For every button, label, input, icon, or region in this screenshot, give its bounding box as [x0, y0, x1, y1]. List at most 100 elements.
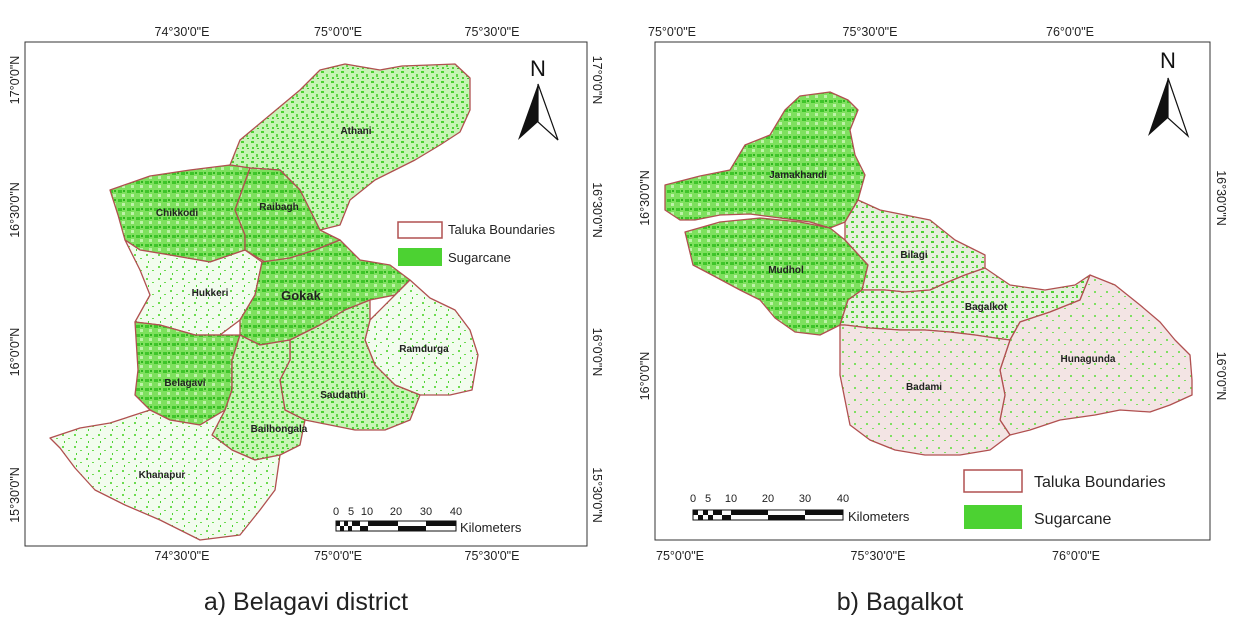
taluka-polygons [49, 63, 479, 541]
taluka-label-raibagh: Raibagh [259, 202, 298, 213]
legend-sugarcane-swatch [964, 505, 1022, 529]
map-bagalkot: N Taluka Boundaries Sugarcane Jamakhandi… [638, 25, 1228, 616]
taluka-labels: Athani Chikkodi Raibagh Hukkeri Gokak Ra… [139, 126, 450, 481]
lon-top-3: 75°30'0"E [465, 25, 520, 39]
caption-belagavi: a) Belagavi district [204, 588, 408, 616]
taluka-label-belagavi: Belagavi [164, 378, 205, 389]
legend-sugarcane-swatch [398, 248, 442, 266]
scale-segment [426, 521, 456, 526]
scale-tick-0: 0 [690, 493, 696, 505]
north-label: N [1160, 48, 1176, 73]
lat-right-4: 15°30'0"N [590, 467, 604, 523]
scale-segment [360, 526, 368, 531]
lat-left-4: 15°30'0"N [8, 467, 22, 523]
scale-segment [344, 521, 348, 526]
scale-tick-5: 5 [705, 493, 711, 505]
lon-top-2: 75°0'0"E [314, 25, 362, 39]
taluka-labels: Jamakhandi Bilagi Mudhol Bagalkot Hunagu… [768, 170, 1116, 393]
north-arrow-right-half [1167, 77, 1190, 138]
taluka-label-badami: Badami [906, 382, 942, 393]
lat-left-2: 16°30'0"N [8, 182, 22, 238]
lon-top-3: 76°0'0"E [1046, 25, 1094, 39]
scale-tick-30: 30 [799, 493, 811, 505]
lon-top-1: 75°0'0"E [648, 25, 696, 39]
scale-tick-10: 10 [361, 506, 373, 518]
legend-taluka-swatch [963, 469, 1023, 493]
coordinate-labels: 75°0'0"E 75°30'0"E 76°0'0"E 75°0'0"E 75°… [638, 25, 1228, 563]
north-arrow-left-half [1148, 78, 1168, 136]
legend-sugarcane-label: Sugarcane [1034, 511, 1111, 528]
scale-unit-label: Kilometers [848, 509, 910, 524]
taluka-badami [839, 324, 1011, 456]
taluka-label-saudatthi: Saudatthi [320, 390, 366, 401]
scale-unit-label: Kilometers [460, 520, 522, 535]
taluka-jamakhandi [664, 91, 866, 229]
legend: Taluka Boundaries Sugarcane [963, 469, 1166, 529]
scale-segment [352, 521, 360, 526]
scale-bar: 0 5 10 20 30 40 Kilometers [690, 493, 910, 524]
scale-segment [340, 526, 344, 531]
scale-segment [722, 515, 731, 520]
scale-segment [398, 526, 426, 531]
scale-segment [348, 526, 352, 531]
scale-segment [731, 510, 768, 515]
north-arrow: N [518, 56, 559, 141]
taluka-label-athani: Athani [340, 126, 371, 137]
lon-top-2: 75°30'0"E [843, 25, 898, 39]
taluka-label-chikkodi: Chikkodi [156, 208, 198, 219]
lon-bottom-2: 75°30'0"E [851, 549, 906, 563]
taluka-label-khanapur: Khanapur [139, 470, 186, 481]
lon-bottom-3: 75°30'0"E [465, 549, 520, 563]
scale-tick-20: 20 [390, 506, 402, 518]
taluka-label-mudhol: Mudhol [768, 265, 804, 276]
scale-tick-30: 30 [420, 506, 432, 518]
scale-tick-10: 10 [725, 493, 737, 505]
scale-segment [713, 510, 722, 515]
map-frame [654, 41, 1211, 541]
caption-bagalkot: b) Bagalkot [837, 588, 964, 616]
scale-segment [708, 515, 713, 520]
taluka-label-ramdurga: Ramdurga [399, 344, 449, 355]
legend-sugarcane-label: Sugarcane [448, 250, 511, 265]
taluka-label-bagalkot: Bagalkot [965, 302, 1008, 313]
lat-right-2: 16°0'0"N [1214, 352, 1228, 401]
legend-taluka-swatch [397, 221, 443, 239]
lat-right-2: 16°30'0"N [590, 182, 604, 238]
lat-right-1: 17°0'0"N [590, 56, 604, 105]
scale-segment [698, 515, 703, 520]
taluka-label-bilagi: Bilagi [900, 250, 927, 261]
scale-segment [703, 510, 708, 515]
lat-left-1: 16°30'0"N [638, 170, 652, 226]
legend-taluka-label: Taluka Boundaries [1034, 474, 1166, 491]
taluka-label-jamakhandi: Jamakhandi [769, 170, 827, 181]
scale-segment [368, 521, 398, 526]
lat-left-2: 16°0'0"N [638, 352, 652, 401]
scale-segment [336, 521, 340, 526]
lon-bottom-3: 76°0'0"E [1052, 549, 1100, 563]
taluka-belagavi [134, 321, 241, 426]
north-arrow-left-half [518, 84, 538, 140]
scale-tick-40: 40 [450, 506, 462, 518]
scale-bar: 0 5 10 20 30 40 Kilometers [333, 506, 522, 535]
lat-right-3: 16°0'0"N [590, 328, 604, 377]
legend: Taluka Boundaries Sugarcane [397, 221, 555, 266]
taluka-mudhol [684, 217, 869, 336]
scale-segment [768, 515, 805, 520]
scale-tick-20: 20 [762, 493, 774, 505]
scale-tick-5: 5 [348, 506, 354, 518]
lat-right-1: 16°30'0"N [1214, 170, 1228, 226]
legend-taluka-label: Taluka Boundaries [448, 222, 555, 237]
lat-left-3: 16°0'0"N [8, 328, 22, 377]
map-belagavi: N Taluka Boundaries Sugarcane Athani Chi… [8, 25, 604, 616]
taluka-label-hunagunda: Hunagunda [1061, 354, 1116, 365]
scale-tick-0: 0 [333, 506, 339, 518]
taluka-label-hukkeri: Hukkeri [192, 288, 229, 299]
scale-segment [805, 510, 843, 515]
lon-bottom-1: 75°0'0"E [656, 549, 704, 563]
north-arrow: N [1148, 48, 1190, 138]
taluka-athani [229, 63, 471, 231]
scale-tick-40: 40 [837, 493, 849, 505]
lat-left-1: 17°0'0"N [8, 56, 22, 105]
map-frame [24, 41, 588, 547]
